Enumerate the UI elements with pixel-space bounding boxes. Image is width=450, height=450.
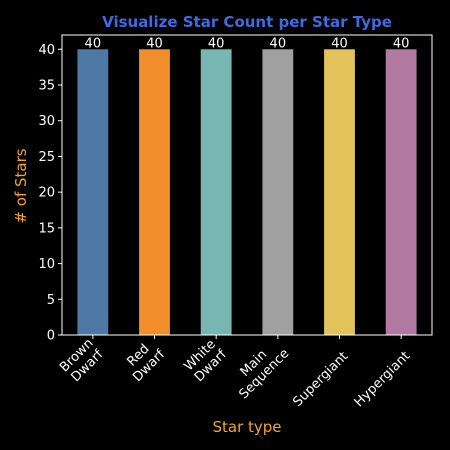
bar xyxy=(262,49,294,336)
bar xyxy=(385,49,417,336)
data-label: 40 xyxy=(393,36,410,51)
y-axis-label: # of Stars xyxy=(12,148,30,223)
y-tick-label: 5 xyxy=(47,293,55,308)
y-tick-label: 0 xyxy=(47,329,55,344)
data-label: 40 xyxy=(331,36,348,51)
axes-frame xyxy=(61,34,433,336)
chart-title: Visualize Star Count per Star Type xyxy=(102,13,392,31)
y-tick-label: 20 xyxy=(38,186,55,201)
y-tick-label: 35 xyxy=(38,79,55,94)
y-tick-label: 10 xyxy=(38,257,55,272)
bar xyxy=(77,49,109,336)
y-tick-label: 25 xyxy=(38,150,55,165)
x-axis-label: Star type xyxy=(212,418,281,436)
y-tick-label: 30 xyxy=(38,114,55,129)
bar xyxy=(200,49,232,336)
data-label: 40 xyxy=(85,36,102,51)
y-tick-label: 40 xyxy=(38,43,55,58)
y-tick-label: 15 xyxy=(38,221,55,236)
bar xyxy=(139,49,170,336)
data-label: 40 xyxy=(208,36,225,51)
data-label: 40 xyxy=(146,36,163,51)
data-label: 40 xyxy=(270,36,287,51)
bar xyxy=(324,49,355,336)
